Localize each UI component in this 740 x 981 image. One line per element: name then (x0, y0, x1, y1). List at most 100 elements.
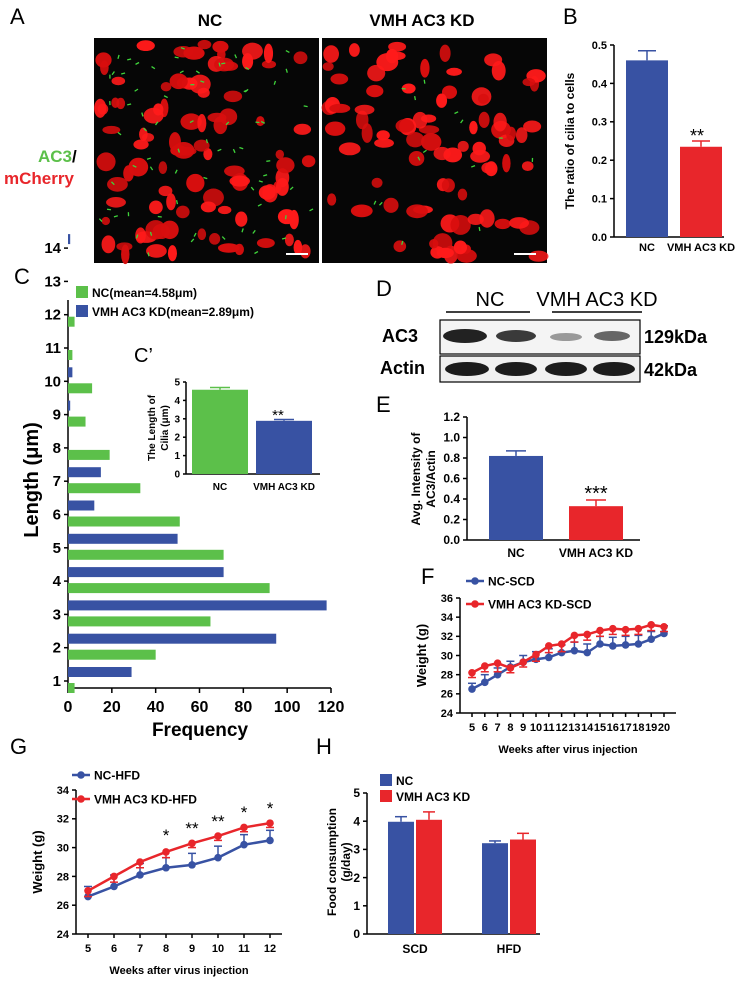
ac3-cilium (111, 181, 115, 186)
mcherry-cell (479, 209, 495, 228)
ac3-cilium (127, 103, 132, 106)
mcherry-cell (94, 98, 107, 118)
mcherry-cell (101, 216, 111, 226)
blot-band-actin-4 (593, 362, 635, 376)
mcherry-cell (395, 119, 415, 133)
y-tick-label: 0.1 (592, 193, 607, 205)
mcherry-cell (176, 205, 190, 219)
f-point-1 (647, 621, 655, 629)
g-point-1 (84, 887, 92, 895)
mcherry-cell (374, 138, 394, 148)
c-bar-nc (68, 383, 93, 394)
mcherry-cell (521, 161, 534, 172)
y-tick-label: 2 (353, 871, 360, 885)
blot-kda-129: 129kDa (644, 327, 708, 347)
mcherry-cell (166, 193, 176, 211)
y-tick-label: 36 (441, 593, 453, 605)
mcherry-cell (213, 116, 228, 135)
ac3-cilium (135, 61, 140, 65)
mcherry-cell (169, 73, 188, 90)
chart-cp-cilia-length: 0 1 2 3 4 5 NC VMH AC3 KD ** The Length of Cilia (… (147, 378, 320, 493)
mcherry-cell (212, 40, 229, 53)
g-significance: * (267, 799, 274, 818)
y-tick-label: 0.4 (443, 492, 460, 506)
f-x-tick-label: 17 (619, 722, 631, 734)
g-legend-label-1: VMH AC3 KD-HFD (94, 793, 197, 807)
blot-row-label-ac3: AC3 (382, 326, 418, 346)
f-x-tick-label: 15 (594, 722, 606, 734)
h-bar-hfd-1 (510, 839, 536, 934)
ac3-cilium (263, 174, 268, 177)
micrograph-kd-cells (321, 41, 549, 264)
e-bar-0 (489, 455, 543, 540)
g-x-tick-label: 9 (189, 943, 195, 955)
b-y-axis-title: The ratio of cilia to cells (563, 72, 577, 209)
f-legend-label-1: VMH AC3 KD-SCD (488, 598, 592, 612)
panel-letter-a: A (10, 4, 25, 29)
f-point-0 (493, 670, 502, 679)
c-legend-swatch-nc (76, 286, 88, 298)
g-x-axis-title: Weeks after virus injection (109, 965, 248, 977)
ac3-cilium (289, 186, 294, 191)
c-bar-kd (68, 667, 132, 677)
f-x-tick-label: 20 (658, 722, 670, 734)
f-point-1 (609, 624, 617, 633)
blot-header-nc: NC (476, 289, 505, 311)
mcherry-cell (145, 220, 167, 240)
g-x-tick-label: 11 (238, 943, 250, 955)
mcherry-cell (327, 193, 337, 206)
chart-b-cilia-ratio: 0.0 0.1 0.2 0.3 0.4 0.5 NC VMH AC3 KD ** The rati… (563, 40, 735, 254)
ac3-cilium (135, 234, 139, 239)
g-point-1 (188, 839, 196, 848)
f-x-tick-label: 19 (645, 722, 657, 734)
f-x-axis-title: Weeks after virus injection (498, 744, 637, 756)
mcherry-cell (324, 121, 346, 136)
mcherry-cell (478, 111, 490, 128)
c-bar-nc (68, 316, 75, 327)
mcherry-cell (408, 150, 425, 166)
mcherry-cell (383, 197, 399, 213)
g-x-tick-label: 6 (111, 943, 117, 955)
f-point-0 (583, 648, 591, 657)
mcherry-cell (193, 139, 210, 152)
ac3-cilium (258, 180, 263, 183)
c-bar-nc (68, 350, 73, 360)
mcherry-cell (406, 132, 425, 148)
g-y-axis-title: Weight (g) (30, 830, 45, 893)
ac3-cilium (180, 47, 185, 50)
g-point-1 (136, 858, 144, 866)
mcherry-cell (209, 233, 221, 245)
g-significance: * (241, 803, 248, 822)
ac3-cilium (243, 89, 248, 93)
ac3-cilium (203, 176, 208, 180)
mcherry-cell (361, 123, 373, 143)
ac3-cilium (225, 121, 230, 126)
mcherry-cell (107, 176, 128, 192)
cp-x-tick-label: NC (213, 482, 227, 493)
b-bar-0 (626, 60, 668, 237)
mcherry-cell (111, 76, 126, 86)
e-x-tick-label: VMH AC3 KD (559, 546, 634, 560)
mcherry-cell (420, 132, 442, 151)
c-bar-kd (68, 500, 95, 511)
ac3-cilium (285, 68, 288, 73)
mcherry-cell (214, 57, 235, 72)
mcherry-cell (223, 90, 243, 103)
mcherry-cell (256, 116, 265, 127)
g-point-0 (188, 861, 196, 869)
g-point-1 (214, 832, 222, 840)
y-tick-label: 1.0 (443, 431, 460, 445)
ac3-cilium (175, 200, 179, 205)
blot-band-ac3-3 (550, 333, 582, 341)
ac3-cilium (422, 149, 427, 154)
ac3-cilium (205, 139, 209, 144)
c-y-tick-label: 3 (53, 606, 61, 623)
y-tick-label: 4 (353, 814, 360, 828)
c-x-tick-label: 80 (234, 699, 252, 716)
ac3-cilium (234, 54, 238, 59)
mcherry-cell (275, 177, 289, 196)
mcherry-cell (420, 58, 430, 78)
panel-letter-g: G (10, 734, 27, 759)
mcherry-cell (528, 250, 549, 262)
c-legend-label-nc: NC(mean=4.58μm) (92, 286, 197, 300)
